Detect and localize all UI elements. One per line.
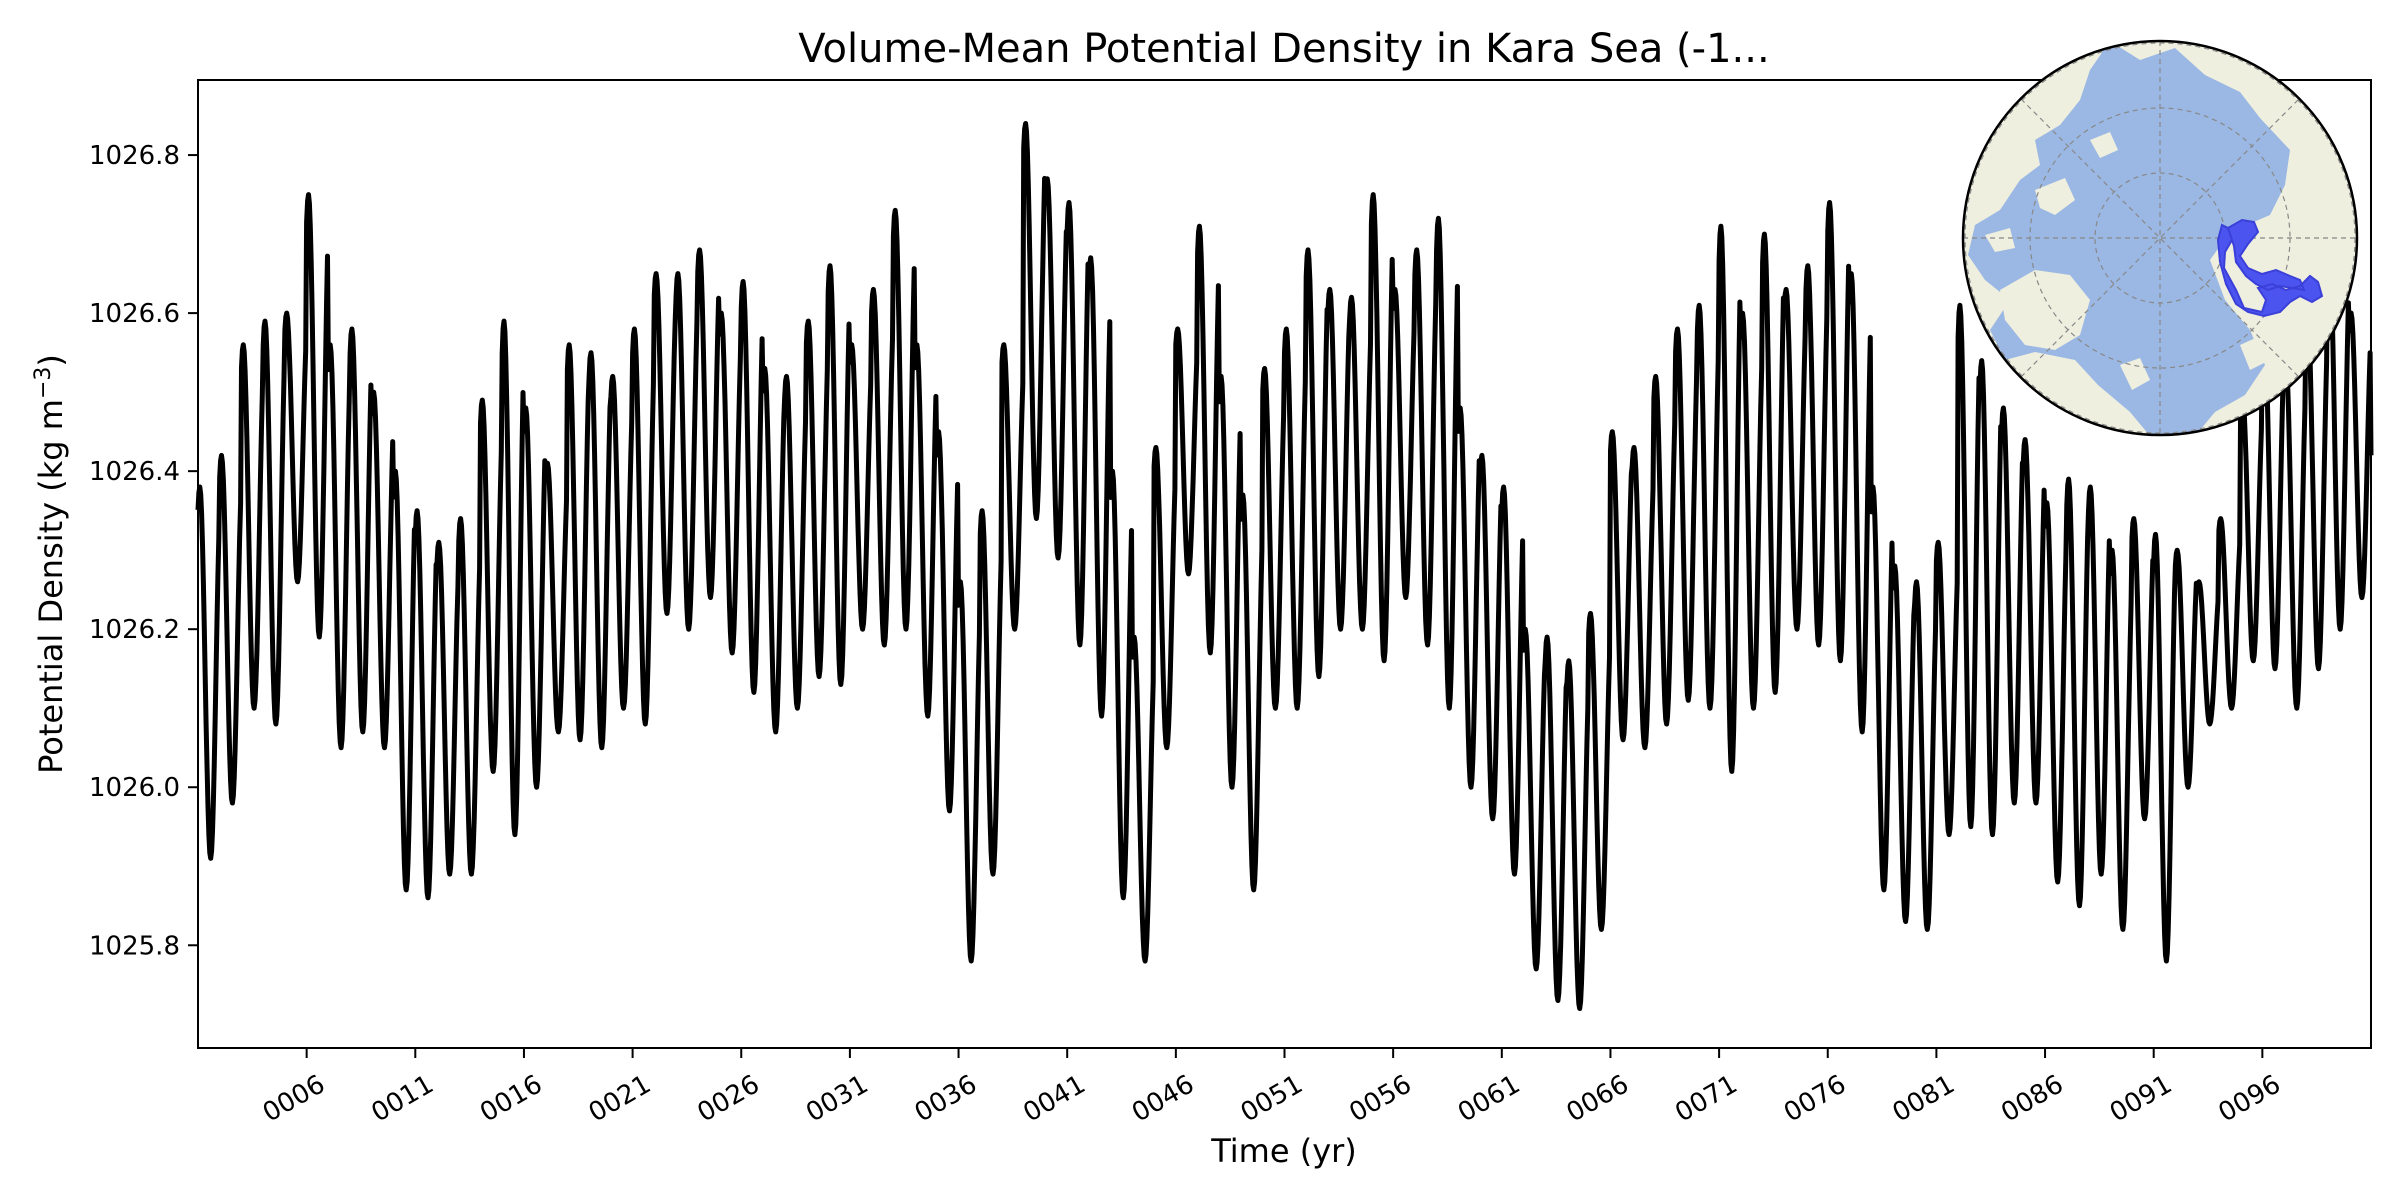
map-land-islands xyxy=(1985,132,2118,252)
y-tick-label: 1026.0 xyxy=(89,773,180,803)
plot-frame xyxy=(197,79,2372,1049)
map-region-kara-sea xyxy=(2216,218,2324,318)
density-series-line xyxy=(195,121,2374,1011)
y-axis-label-exponent: −3 xyxy=(31,367,56,399)
chart-title: Volume-Mean Potential Density in Kara Se… xyxy=(798,26,1769,72)
inset-polar-map xyxy=(1961,39,2359,437)
map-border xyxy=(1961,39,2359,437)
x-axis-label: Time (yr) xyxy=(1210,1132,1357,1170)
y-axis-label: Potential Density (kg m−3) xyxy=(31,354,70,774)
y-tick-label: 1026.2 xyxy=(89,615,180,645)
y-tick-label: 1026.4 xyxy=(89,457,180,487)
y-tick-label: 1025.8 xyxy=(89,931,180,961)
series-layer xyxy=(195,121,2374,1011)
y-tick-label: 1026.6 xyxy=(89,299,180,329)
map-land-arctic-islands xyxy=(2120,335,2270,390)
y-axis-label-main: Potential Density (kg m xyxy=(32,399,70,774)
y-tick-label: 1026.8 xyxy=(89,141,180,171)
y-axis-label-close: ) xyxy=(32,354,70,366)
y-axis-ticks: 1025.8 1026.0 1026.2 1026.4 1026.6 1026.8 xyxy=(89,141,198,961)
